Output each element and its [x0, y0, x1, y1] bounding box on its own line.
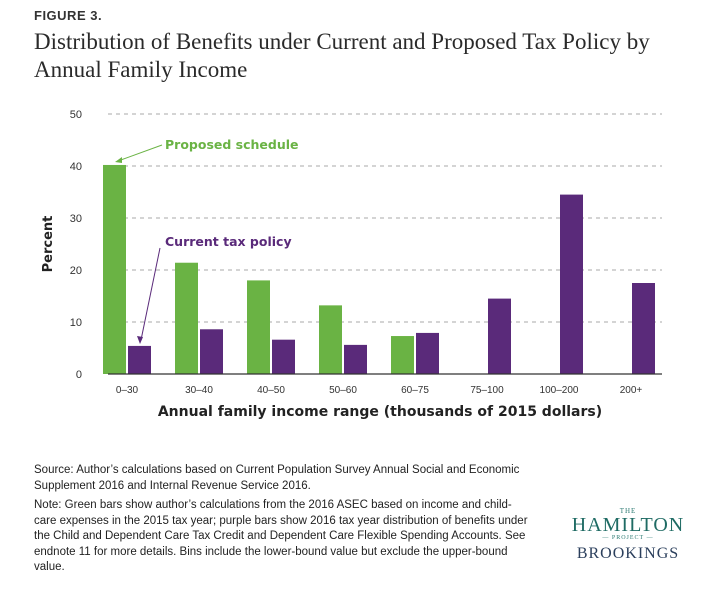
- note-text: Note: Green bars show author’s calculati…: [34, 499, 528, 573]
- y-tick-label: 20: [70, 265, 82, 277]
- bar-current: [416, 332, 439, 374]
- hamilton-brookings-logo: THE HAMILTON — PROJECT — BROOKINGS: [571, 507, 685, 562]
- x-tick-label: 40–50: [257, 385, 285, 396]
- y-tick-label: 30: [70, 213, 82, 225]
- source-text: Source: Author’s calculations based on C…: [34, 464, 520, 492]
- bar-current: [128, 345, 151, 374]
- arrowhead-icon: [137, 336, 143, 344]
- bar-proposed: [319, 305, 342, 374]
- bar-current: [344, 344, 367, 374]
- bar-proposed: [175, 262, 198, 374]
- bar-current: [632, 283, 655, 374]
- bar-proposed: [247, 280, 270, 374]
- bar-current: [200, 329, 223, 374]
- y-tick-label: 40: [70, 161, 82, 173]
- y-axis-label: Percent: [41, 216, 56, 273]
- x-tick-label: 200+: [620, 385, 643, 396]
- x-tick-label: 0–30: [116, 385, 139, 396]
- x-tick-label: 60–75: [401, 385, 429, 396]
- bar-chart: 0 10 20 30 40 50 0–30 30–40 40–50 50–60 60–75 75–10…: [41, 109, 662, 420]
- x-tick-label: 50–60: [329, 385, 357, 396]
- annotation-proposed: Proposed schedule: [165, 137, 299, 152]
- y-tick-label: 10: [70, 317, 82, 329]
- annotation-arrow-proposed: [117, 144, 163, 162]
- annotation-arrow-current: [140, 247, 161, 341]
- x-axis-label: Annual family income range (thousands of…: [158, 404, 602, 420]
- bar-current: [488, 298, 511, 374]
- x-tick-label: 100–200: [540, 385, 579, 396]
- bar-proposed: [103, 164, 126, 374]
- bar-proposed: [391, 336, 414, 374]
- x-tick-label: 30–40: [185, 385, 213, 396]
- y-tick-label: 50: [70, 109, 82, 121]
- x-tick-label: 75–100: [470, 385, 504, 396]
- bar-current: [560, 194, 583, 374]
- y-tick-label: 0: [76, 369, 82, 381]
- bar-current: [272, 339, 295, 374]
- chart-title: Distribution of Benefits under Current a…: [34, 29, 650, 82]
- annotation-current: Current tax policy: [165, 234, 292, 249]
- arrowhead-icon: [115, 157, 122, 163]
- figure-label: FIGURE 3.: [34, 8, 103, 23]
